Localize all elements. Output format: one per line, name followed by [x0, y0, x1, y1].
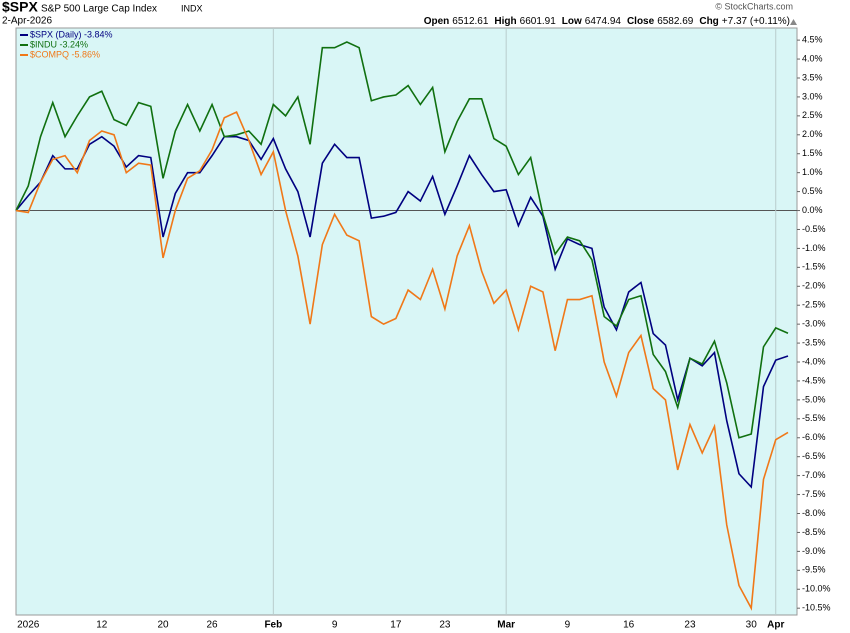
y-tick-label: -2.0%: [802, 281, 826, 291]
y-tick-label: 0.0%: [802, 205, 823, 215]
y-tick-label: -6.5%: [802, 451, 826, 461]
y-tick-label: -5.0%: [802, 394, 826, 404]
y-tick-label: -8.0%: [802, 508, 826, 518]
x-tick-label: 16: [623, 620, 635, 631]
x-tick-label: 30: [746, 620, 758, 631]
y-tick-label: -7.0%: [802, 470, 826, 480]
y-tick-label: 3.0%: [802, 91, 823, 101]
quote-close-label: Close: [627, 16, 655, 27]
y-tick-label: 3.5%: [802, 72, 823, 82]
y-tick-label: -0.5%: [802, 224, 826, 234]
quote-high: 6601.91: [520, 16, 557, 27]
y-tick-label: -3.0%: [802, 319, 826, 329]
series-line: [15, 41, 789, 439]
quote-open-label: Open: [424, 16, 450, 27]
y-tick-label: -10.0%: [802, 584, 831, 594]
x-tick-label: 23: [684, 620, 696, 631]
x-tick-label: Mar: [497, 620, 515, 631]
x-tick-label: 26: [207, 620, 219, 631]
credit: © StockCharts.com: [715, 1, 793, 11]
x-tick-label: Feb: [264, 620, 282, 631]
y-tick-label: -9.5%: [802, 565, 826, 575]
y-tick-label: -4.5%: [802, 375, 826, 385]
x-tick-label: 20: [157, 620, 169, 631]
y-tick-label: -2.5%: [802, 300, 826, 310]
x-tick-label: Apr: [767, 620, 784, 631]
series-line: [15, 135, 789, 489]
x-tick-label: 23: [439, 620, 451, 631]
quote-low-label: Low: [562, 16, 582, 27]
quote-chg-label: Chg: [699, 16, 718, 27]
quote-close: 6582.69: [657, 16, 694, 27]
y-tick-label: 4.0%: [802, 53, 823, 63]
date: 2-Apr-2026: [2, 16, 52, 27]
exchange: INDX: [181, 3, 203, 13]
y-tick-label: 2.5%: [802, 110, 823, 120]
x-tick-label: 17: [390, 620, 402, 631]
y-tick-label: 0.5%: [802, 186, 823, 196]
quote-chg: +7.37 (+0.11%): [722, 16, 790, 27]
x-tick-label: 9: [332, 620, 338, 631]
x-tick-label: 12: [96, 620, 108, 631]
y-tick-label: -10.5%: [802, 603, 831, 613]
y-tick-label: 1.0%: [802, 167, 823, 177]
scroll-icon: [790, 19, 797, 25]
y-tick-label: 4.5%: [802, 34, 823, 44]
y-tick-label: -4.0%: [802, 356, 826, 366]
series-line: [15, 110, 789, 611]
y-tick-label: 2.0%: [802, 129, 823, 139]
y-tick-label: 1.5%: [802, 148, 823, 158]
x-tick-label: 9: [565, 620, 571, 631]
quote-text: Open 6512.61 High 6601.91 Low 6474.94 Close 658…: [424, 16, 790, 27]
y-tick-label: -3.5%: [802, 337, 826, 347]
x-tick-label: 2026: [17, 620, 40, 631]
quote-open: 6512.61: [452, 16, 489, 27]
y-tick-label: -6.0%: [802, 432, 826, 442]
quote: Open 6512.61 High 6601.91 Low 6474.94 Close 658…: [424, 16, 790, 27]
legend-label: $COMPQ -5.86%: [30, 49, 100, 59]
legend-label: $SPX (Daily) -3.84%: [30, 29, 113, 39]
symbol: $SPX: [2, 0, 38, 15]
legend-label: $INDU -3.24%: [30, 39, 88, 49]
y-tick-label: -5.5%: [802, 413, 826, 423]
quote-low: 6474.94: [585, 16, 622, 27]
quote-high-label: High: [494, 16, 516, 27]
y-tick-label: -1.5%: [802, 262, 826, 272]
y-tick-label: -9.0%: [802, 546, 826, 556]
plot-area: [15, 27, 798, 616]
index-name: S&P 500 Large Cap Index: [41, 4, 157, 15]
y-tick-label: -8.5%: [802, 527, 826, 537]
y-tick-label: -1.0%: [802, 243, 826, 253]
y-tick-label: -7.5%: [802, 489, 826, 499]
